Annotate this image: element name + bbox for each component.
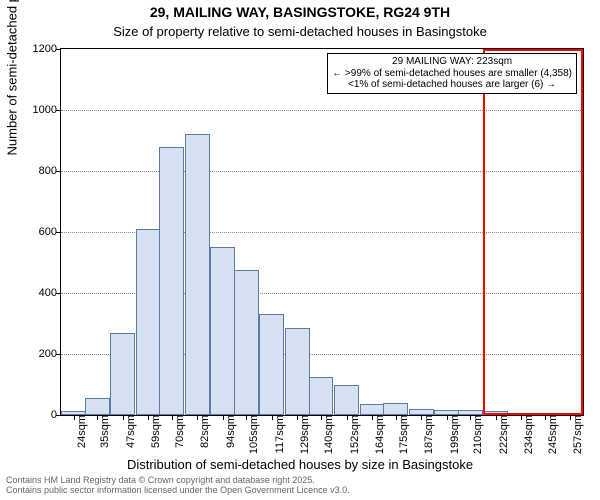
xtick-label: 152sqm (347, 415, 361, 454)
xtick-label: 59sqm (148, 415, 162, 448)
xtick-label: 70sqm (172, 415, 186, 448)
annotation-box: 29 MAILING WAY: 223sqm← >99% of semi-det… (327, 53, 577, 94)
histogram-bar (136, 229, 161, 415)
ytick-label: 400 (21, 287, 61, 299)
xtick-label: 24sqm (74, 415, 88, 448)
chart-container: 29, MAILING WAY, BASINGSTOKE, RG24 9TH S… (0, 0, 600, 500)
xtick-label: 117sqm (272, 415, 286, 453)
ytick-label: 600 (21, 226, 61, 238)
xtick-label: 199sqm (447, 415, 461, 454)
annotation-line3: <1% of semi-detached houses are larger (… (332, 79, 572, 91)
ytick-label: 200 (21, 348, 61, 360)
annotation-line1: 29 MAILING WAY: 223sqm (332, 56, 572, 68)
xtick-label: 105sqm (246, 415, 260, 454)
histogram-bar (85, 398, 110, 415)
y-axis-label: Number of semi-detached properties (5, 0, 20, 250)
xtick-label: 82sqm (197, 415, 211, 448)
chart-title-line2: Size of property relative to semi-detach… (0, 24, 600, 39)
histogram-bar (383, 403, 408, 415)
xtick-label: 35sqm (97, 415, 111, 448)
xtick-label: 222sqm (496, 415, 510, 454)
xtick-label: 94sqm (223, 415, 237, 448)
xtick-label: 245sqm (545, 415, 559, 454)
plot-area: 02004006008001000120024sqm35sqm47sqm59sq… (60, 48, 584, 416)
xtick-label: 164sqm (372, 415, 386, 454)
footer-line2: Contains public sector information licen… (6, 486, 594, 496)
ytick-label: 0 (21, 409, 61, 421)
histogram-bar (234, 270, 259, 415)
xtick-label: 129sqm (297, 415, 311, 454)
ytick-label: 800 (21, 165, 61, 177)
xtick-label: 210sqm (470, 415, 484, 454)
histogram-bar (185, 134, 210, 415)
ytick-label: 1000 (21, 104, 61, 116)
histogram-bar (110, 333, 135, 415)
xtick-label: 234sqm (521, 415, 535, 454)
histogram-bar (309, 377, 334, 415)
histogram-bar (159, 147, 184, 415)
histogram-bar (285, 328, 310, 415)
histogram-bar (210, 247, 235, 415)
chart-title-line1: 29, MAILING WAY, BASINGSTOKE, RG24 9TH (0, 4, 600, 20)
x-axis-label: Distribution of semi-detached houses by … (0, 457, 600, 472)
xtick-label: 187sqm (421, 415, 435, 454)
histogram-bar (360, 404, 385, 415)
annotation-line2: ← >99% of semi-detached houses are small… (332, 68, 572, 80)
xtick-label: 47sqm (123, 415, 137, 448)
histogram-bar (334, 385, 359, 416)
xtick-label: 175sqm (396, 415, 410, 454)
footer-attribution: Contains HM Land Registry data © Crown c… (6, 476, 594, 496)
highlight-region (483, 49, 583, 415)
histogram-bar (259, 314, 284, 415)
ytick-label: 1200 (21, 43, 61, 55)
xtick-label: 140sqm (321, 415, 335, 454)
xtick-label: 257sqm (570, 415, 584, 454)
